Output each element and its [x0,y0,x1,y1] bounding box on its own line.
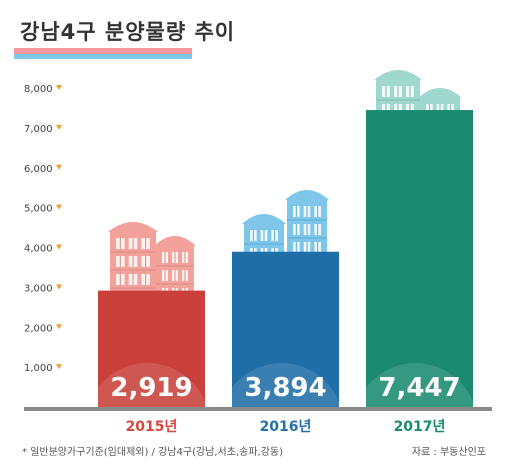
y-tick-label: 4,000 [24,244,53,255]
tick-arrow-icon [56,85,62,90]
tick-arrow-icon [56,204,62,210]
tick-arrow-icon [56,284,62,290]
y-tick-label: 7,000 [24,124,53,135]
y-tick-label: 1,000 [24,363,53,374]
x-category-label: 2015년 [126,419,178,435]
y-tick-label: 6,000 [24,164,53,175]
title-underline-blue [14,54,192,59]
building-icon-pink [108,222,158,302]
bar-highlight [98,363,205,408]
bar-value-label: 3,894 [244,373,326,403]
bar-2015년 [98,290,205,407]
bar-2017년 [366,110,473,407]
y-tick-label: 8,000 [24,84,53,95]
tick-arrow-icon [56,244,62,250]
x-category-label: 2017년 [394,419,446,435]
title-underline-pink [14,48,192,54]
bar-highlight [366,363,473,407]
footnote: * 일반분양가구기준(임대제외) / 강남4구(강남,서초,송파,강동) [22,447,284,458]
bar-highlight [232,363,339,407]
tick-arrow-icon [56,324,62,330]
tick-arrow-icon [56,124,62,130]
bar-2016년 [232,251,339,407]
baseline [24,407,492,411]
bar-value-label: 2,919 [110,373,192,403]
source-note: 자료 : 부동산인포 [411,447,486,458]
y-tick-label: 5,000 [24,204,53,215]
chart-title: 강남4구 분양물량 추이 [20,20,236,44]
tick-arrow-icon [56,364,62,370]
x-category-label: 2016년 [260,419,312,435]
tick-arrow-icon [56,164,62,170]
y-tick-label: 3,000 [24,283,53,294]
category-labels: 2015년 2016년 2017년 [126,419,446,435]
y-tick-label: 2,000 [24,323,53,334]
y-axis: 1,000 2,000 3,000 4,000 5,000 6,000 7,000 8,000 [24,84,62,374]
bars-layer: 2,919 3,894 7,447 [98,110,473,408]
bar-value-label: 7,447 [378,373,460,403]
